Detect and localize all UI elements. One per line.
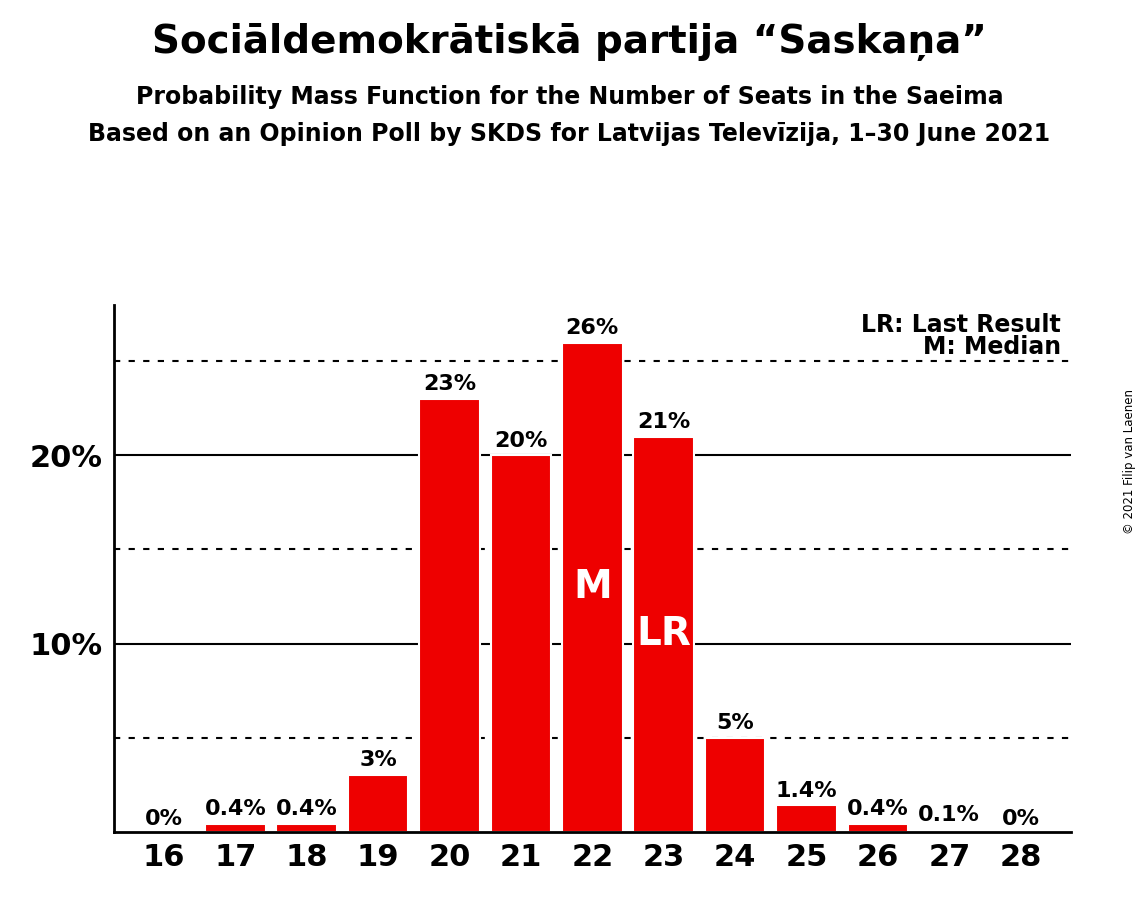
Text: 0.1%: 0.1%: [918, 805, 981, 825]
Text: 1.4%: 1.4%: [776, 781, 837, 800]
Bar: [919, 830, 980, 832]
Bar: [205, 824, 265, 832]
Text: Sociāldemokrātiskā partija “Saskaņa”: Sociāldemokrātiskā partija “Saskaņa”: [153, 23, 986, 61]
Text: 0.4%: 0.4%: [204, 799, 267, 820]
Text: © 2021 Filip van Laenen: © 2021 Filip van Laenen: [1123, 390, 1137, 534]
Text: M: Median: M: Median: [923, 334, 1062, 359]
Bar: [847, 824, 908, 832]
Bar: [705, 737, 765, 832]
Bar: [347, 775, 409, 832]
Bar: [776, 805, 837, 832]
Text: 21%: 21%: [637, 412, 690, 432]
Text: 20%: 20%: [494, 431, 548, 451]
Text: Probability Mass Function for the Number of Seats in the Saeima: Probability Mass Function for the Number…: [136, 85, 1003, 109]
Bar: [419, 399, 480, 832]
Bar: [491, 456, 551, 832]
Text: 3%: 3%: [359, 750, 398, 771]
Text: 26%: 26%: [566, 318, 618, 338]
Text: 0%: 0%: [1001, 808, 1040, 829]
Bar: [562, 343, 623, 832]
Text: LR: Last Result: LR: Last Result: [861, 313, 1062, 337]
Text: 0.4%: 0.4%: [276, 799, 337, 820]
Bar: [633, 437, 694, 832]
Text: LR: LR: [637, 615, 691, 653]
Text: 0%: 0%: [145, 808, 183, 829]
Text: 0.4%: 0.4%: [847, 799, 909, 820]
Text: 5%: 5%: [716, 712, 754, 733]
Text: M: M: [573, 568, 612, 606]
Bar: [277, 824, 337, 832]
Text: Based on an Opinion Poll by SKDS for Latvijas Televīzija, 1–30 June 2021: Based on an Opinion Poll by SKDS for Lat…: [89, 122, 1050, 146]
Text: 23%: 23%: [423, 374, 476, 395]
